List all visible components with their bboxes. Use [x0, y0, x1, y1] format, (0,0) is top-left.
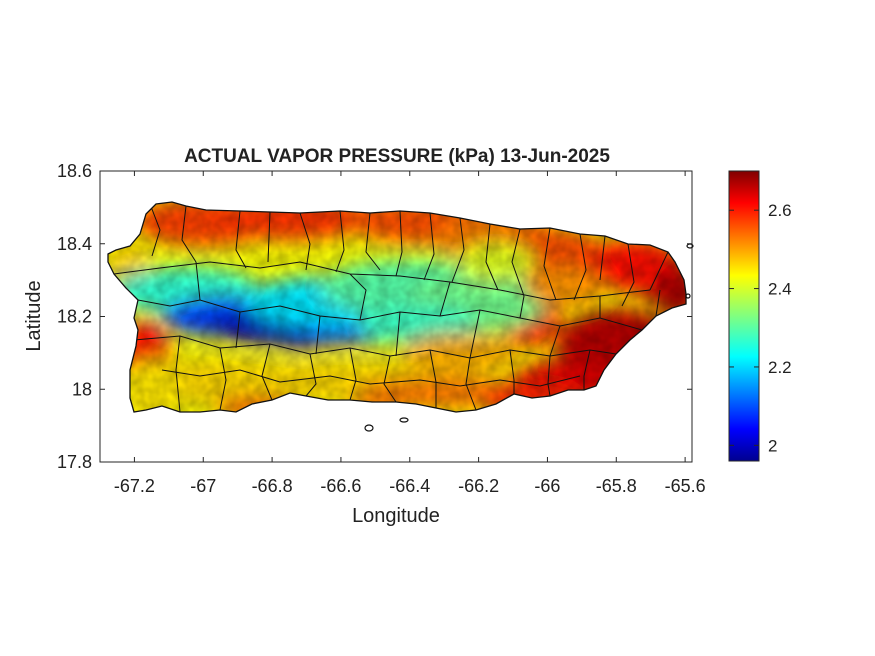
x-tick-label: -67 [190, 476, 216, 496]
colorbar: 2 2.2 2.4 2.6 [728, 170, 792, 462]
x-tick-label: -67.2 [114, 476, 155, 496]
municipality-line [599, 235, 606, 281]
municipality-line [383, 355, 397, 403]
municipality-line [485, 223, 499, 291]
y-axis-label: Latitude [23, 280, 45, 351]
municipality-line [649, 251, 669, 291]
y-tick-label: 18.4 [57, 234, 92, 254]
municipality-line [423, 212, 435, 281]
municipality-line [511, 228, 525, 297]
x-tick-label: -66.6 [320, 476, 361, 496]
municipality-line [429, 349, 437, 408]
municipality-line [335, 210, 345, 273]
municipality-line [299, 212, 311, 271]
x-axis-label: Longitude [352, 505, 440, 527]
municipality-line [547, 355, 551, 397]
x-tick-label: -65.8 [596, 476, 637, 496]
municipality-line [137, 299, 643, 331]
island-outline [107, 201, 687, 413]
colorbar-tick-label: 2.6 [768, 201, 792, 220]
colorbar-tick-label: 2.4 [768, 280, 792, 299]
municipality-line [573, 233, 587, 301]
municipality-line [161, 369, 581, 387]
y-tick-label: 18.6 [57, 161, 92, 181]
chart-title: ACTUAL VAPOR PRESSURE (kPa) 13-Jun-2025 [184, 146, 610, 167]
municipality-line [439, 281, 451, 317]
municipality-line [181, 205, 197, 263]
municipality-line [315, 315, 321, 355]
municipality-line [543, 227, 557, 301]
islet-outline [399, 417, 409, 423]
municipality-line [349, 347, 357, 401]
municipality-line [395, 311, 401, 357]
municipality-line [261, 343, 273, 401]
colorbar-tick-label: 2.2 [768, 358, 792, 377]
municipality-line [469, 309, 481, 359]
colorbar-gradient [728, 170, 760, 462]
municipality-line [235, 210, 247, 269]
x-tick-label: -66.8 [252, 476, 293, 496]
municipality-line [509, 349, 515, 394]
municipality-line [195, 261, 201, 301]
islet-outline [364, 424, 374, 432]
municipality-line [267, 211, 271, 263]
x-tick-label: -65.6 [665, 476, 706, 496]
municipality-line [451, 217, 465, 283]
y-tick-label: 18.2 [57, 307, 92, 327]
municipality-line [519, 295, 525, 319]
y-axis-ticks: 17.8 18 18.2 18.4 18.6 [57, 161, 692, 472]
y-tick-label: 17.8 [57, 452, 92, 472]
colorbar-tick-label: 2 [768, 436, 777, 455]
x-tick-label: -66.2 [458, 476, 499, 496]
municipality-line [235, 311, 241, 349]
municipality-line [349, 273, 367, 321]
x-tick-label: -66 [534, 476, 560, 496]
x-axis-ticks: -67.2 -67 -66.8 -66.6 -66.4 -66.2 -66 -65.8 -65.… [114, 171, 706, 496]
y-tick-label: 18 [72, 379, 92, 399]
plot-area: -67.2 -67 -66.8 -66.6 -66.4 -66.2 -66 -65.8 -65.… [57, 161, 706, 496]
municipality-line [655, 289, 661, 317]
municipality-line [465, 357, 477, 411]
municipality-line [583, 349, 591, 390]
municipality-line [621, 243, 635, 307]
municipality-line [395, 210, 403, 277]
municipality-line [113, 261, 651, 301]
municipality-line [365, 212, 381, 271]
colorbar-ticks: 2 2.2 2.4 2.6 [729, 201, 792, 455]
municipality-boundaries [113, 203, 669, 412]
heatmap-texture [108, 202, 686, 412]
islet-outline [685, 293, 691, 299]
municipality-line [175, 335, 181, 412]
municipality-line [149, 203, 161, 257]
municipality-line [219, 347, 227, 411]
municipality-line [549, 325, 561, 357]
municipality-line [305, 353, 317, 397]
x-tick-label: -66.4 [389, 476, 430, 496]
